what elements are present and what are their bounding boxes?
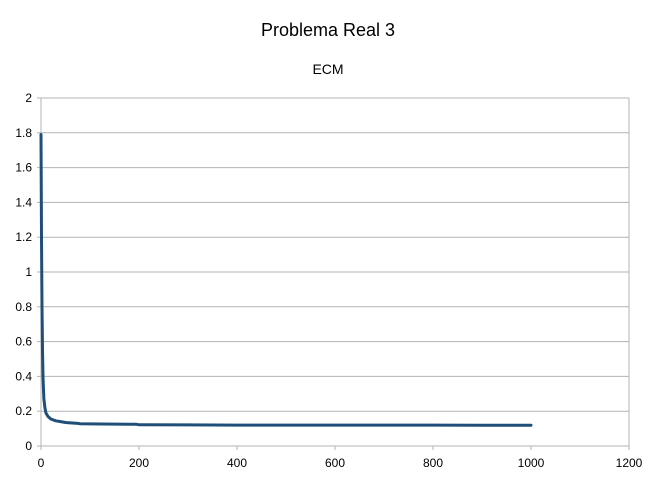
y-tick-label: 1.6 xyxy=(15,161,32,175)
x-tick-label: 1200 xyxy=(616,456,643,470)
y-tick-label: 1 xyxy=(25,265,32,279)
x-tick-label: 0 xyxy=(38,456,45,470)
y-tick-label: 0.8 xyxy=(15,300,32,314)
chart-subtitle: ECM xyxy=(312,61,344,77)
y-tick-label: 0 xyxy=(25,439,32,453)
x-tick-label: 800 xyxy=(423,456,443,470)
x-tick-label: 400 xyxy=(227,456,247,470)
grid-lines xyxy=(41,97,629,412)
x-tick-label: 1000 xyxy=(518,456,545,470)
axes xyxy=(37,97,630,450)
x-tick-label: 200 xyxy=(129,456,149,470)
tick-labels: 0 0.2 0.4 0.6 0.8 1 1.2 1.4 1.6 1.8 2 0 200 400 600 800… xyxy=(15,91,642,470)
y-tick-label: 0.2 xyxy=(15,404,32,418)
y-tick-label: 2 xyxy=(25,91,32,105)
series-layer xyxy=(39,133,533,427)
x-tick-label: 600 xyxy=(325,456,345,470)
y-tick-label: 0.6 xyxy=(15,335,32,349)
y-tick-label: 1.8 xyxy=(15,126,32,140)
y-tick-label: 1.4 xyxy=(15,195,32,209)
series-line xyxy=(39,133,533,427)
y-tick-label: 1.2 xyxy=(15,230,32,244)
chart-title: Problema Real 3 xyxy=(260,20,396,40)
y-tick-label: 0.4 xyxy=(15,369,32,383)
